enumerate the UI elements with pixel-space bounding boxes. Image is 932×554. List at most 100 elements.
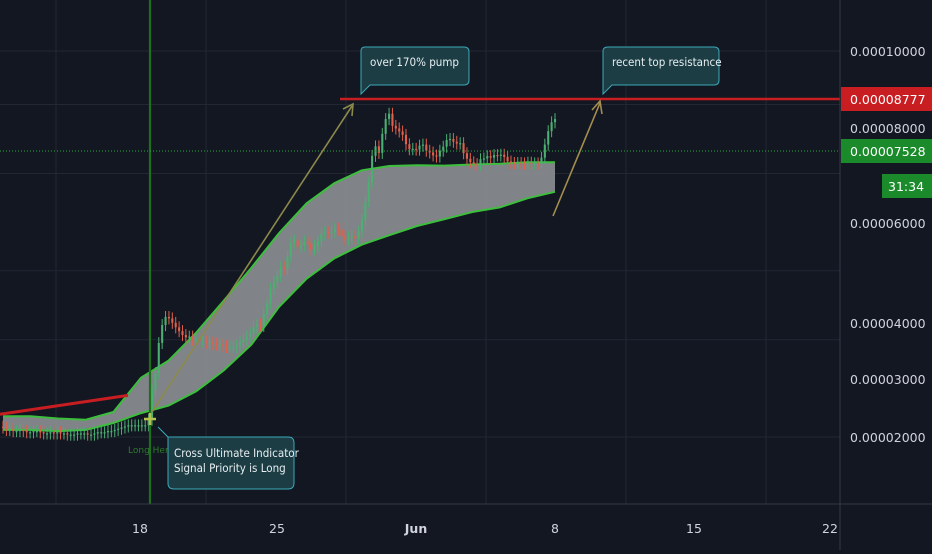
candle-body (45, 433, 49, 435)
candle-body (113, 429, 116, 432)
candle (333, 222, 336, 239)
candle (22, 423, 25, 438)
candle-body (167, 316, 170, 319)
candle (56, 426, 59, 440)
candle (323, 226, 326, 241)
y-tick-label: 0.00002000 (850, 430, 926, 445)
candle (303, 235, 306, 252)
candle (93, 427, 96, 441)
candle-body (62, 433, 66, 435)
resistance-callout[interactable]: recent top resistance (602, 46, 722, 96)
candle (252, 321, 255, 340)
candle-body (22, 429, 25, 432)
resistance-arrow-line (552, 102, 601, 217)
candle (83, 427, 86, 440)
candle-body (364, 201, 367, 221)
candle-body (513, 162, 516, 165)
candle-body (479, 159, 482, 165)
candle (120, 421, 123, 435)
candle-body (154, 373, 157, 391)
last-price-badge: 0.00007528 (841, 139, 932, 163)
price-axis[interactable]: 0.00010000 0.00008000 0.00006000 0.00004… (850, 44, 926, 445)
pump-callout-text: over 170% pump (370, 55, 459, 69)
resistance-arrow-head (591, 99, 603, 115)
candle-body (235, 345, 238, 348)
pump-arrow-head (342, 102, 354, 117)
candle-body (42, 432, 45, 434)
candle-body (8, 428, 11, 430)
candle-body (225, 346, 228, 348)
candle-body (499, 154, 502, 156)
pump-callout[interactable]: over 170% pump (360, 46, 470, 96)
candle-body (411, 148, 414, 151)
candle-body (388, 113, 391, 120)
signal-callout[interactable]: Cross Ultimate Indicator Signal Priority… (157, 426, 300, 490)
candle-body (259, 324, 262, 326)
candle-body (503, 154, 506, 157)
candle (86, 427, 89, 441)
candle (509, 155, 513, 170)
candle-body (171, 318, 174, 323)
candle-body (208, 342, 211, 344)
candle-body (181, 331, 184, 336)
candle (164, 310, 167, 332)
candle-body (279, 267, 282, 277)
candle-body (215, 343, 218, 345)
candle-body (459, 143, 462, 145)
candle (161, 319, 164, 350)
candle (384, 113, 387, 140)
candle-body (293, 240, 296, 244)
candle-body (245, 336, 248, 340)
candle-body (52, 432, 55, 434)
candle (408, 138, 411, 156)
candle-body (130, 425, 133, 427)
candle (299, 239, 303, 253)
candle (117, 422, 120, 436)
candle (29, 426, 32, 439)
candle-body (110, 431, 113, 433)
signal-marker[interactable]: Long Here (128, 413, 174, 456)
candle-body (553, 119, 557, 123)
candle-body (523, 163, 526, 165)
resistance-callout-box (602, 46, 720, 96)
candle (330, 226, 333, 239)
candle-body (347, 237, 350, 240)
candle-body (472, 162, 475, 165)
candle (242, 333, 245, 349)
candle (45, 427, 49, 440)
candle (130, 419, 133, 432)
candle (476, 158, 479, 171)
candle-body (127, 425, 130, 427)
candle (459, 137, 462, 150)
candle (286, 250, 289, 276)
candle (147, 413, 150, 432)
candle-body (543, 144, 546, 158)
candle-body (89, 434, 93, 436)
candle-body (398, 128, 401, 132)
candle-body (283, 267, 286, 269)
candle (465, 147, 469, 165)
candle-body (377, 146, 380, 153)
candle (516, 157, 519, 170)
candle-body (320, 234, 323, 242)
candle-body (408, 144, 411, 150)
candle (201, 335, 204, 348)
candle (445, 134, 448, 153)
candle-body (509, 161, 513, 163)
candle-body (333, 228, 336, 233)
candle-body (157, 342, 160, 374)
candle (533, 157, 536, 170)
candle-body (462, 143, 465, 154)
signal-callout-line1: Cross Ultimate Indicator (174, 446, 300, 460)
candle (489, 150, 492, 164)
candle (364, 195, 367, 227)
candle (313, 239, 316, 256)
candle (154, 367, 157, 397)
candle-body (516, 162, 519, 165)
candle-body (452, 138, 455, 142)
time-axis[interactable]: 18 25 Jun 8 15 22 (132, 521, 838, 536)
candle-body (350, 236, 353, 238)
candle (394, 119, 397, 135)
